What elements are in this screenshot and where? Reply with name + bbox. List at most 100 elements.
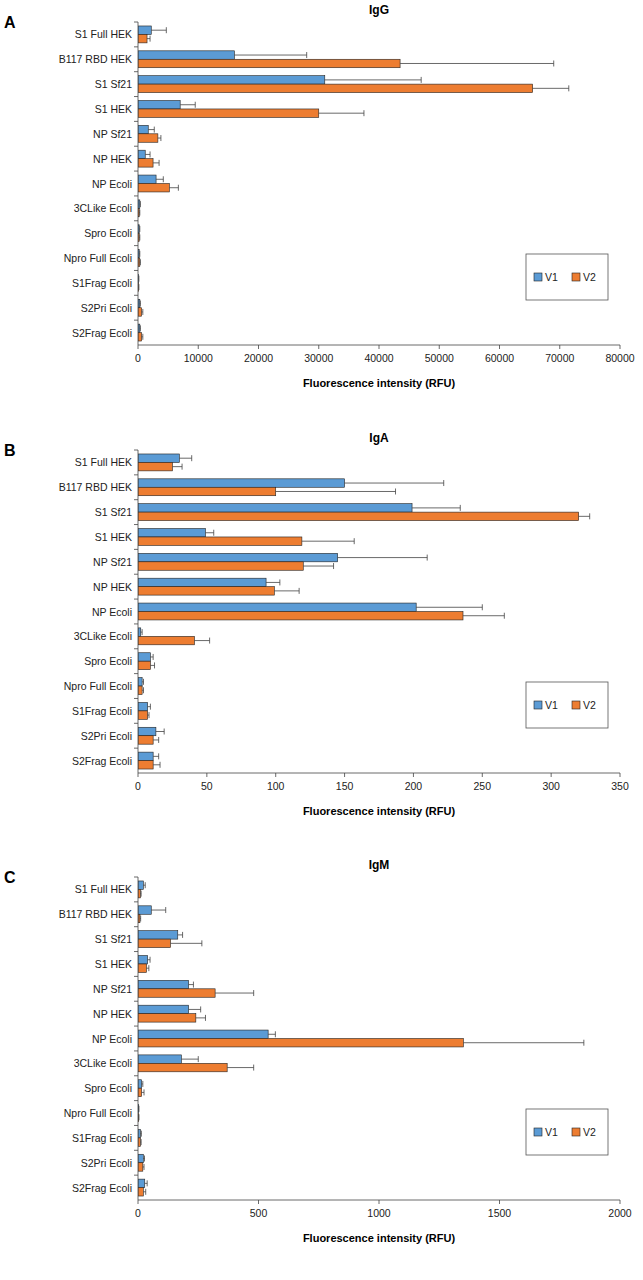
x-tick-label: 10000 bbox=[184, 352, 213, 364]
x-tick bbox=[379, 345, 380, 349]
category-label: NP Ecoli bbox=[92, 1033, 132, 1045]
error-cap bbox=[568, 85, 569, 91]
x-tick bbox=[499, 345, 500, 349]
error-cap bbox=[504, 613, 505, 619]
error-cap bbox=[165, 907, 166, 913]
category-label: S2Pri Ecoli bbox=[81, 302, 132, 314]
y-tick bbox=[134, 450, 138, 451]
category-label: S1Frag Ecoli bbox=[72, 705, 132, 717]
y-tick bbox=[134, 96, 138, 97]
error-cap bbox=[139, 251, 140, 257]
y-tick bbox=[134, 295, 138, 296]
legend-label: V2 bbox=[583, 699, 596, 711]
bar bbox=[138, 956, 148, 964]
bar bbox=[138, 628, 141, 636]
bar bbox=[138, 537, 302, 545]
bar bbox=[138, 553, 338, 561]
error-line bbox=[151, 910, 165, 911]
error-bar bbox=[205, 530, 213, 536]
x-tick-label: 60000 bbox=[485, 352, 514, 364]
category-label: NP HEK bbox=[93, 1008, 132, 1020]
error-cap bbox=[141, 891, 142, 897]
x-tick-label: 0 bbox=[135, 352, 141, 364]
error-line bbox=[463, 1042, 583, 1043]
error-cap bbox=[166, 27, 167, 33]
error-bar bbox=[151, 27, 166, 33]
error-line bbox=[150, 665, 154, 666]
error-line bbox=[189, 1009, 201, 1010]
bar bbox=[138, 504, 412, 512]
error-cap bbox=[138, 284, 139, 290]
error-bar bbox=[153, 737, 159, 743]
category-label: 3CLike Ecoli bbox=[74, 1057, 132, 1069]
x-tick bbox=[559, 345, 560, 349]
error-line bbox=[148, 706, 151, 707]
x-tick bbox=[439, 345, 440, 349]
y-tick bbox=[134, 171, 138, 172]
y-tick bbox=[134, 599, 138, 600]
y-tick bbox=[134, 648, 138, 649]
legend-swatch bbox=[534, 701, 542, 709]
error-bar bbox=[148, 127, 154, 133]
x-tick-label: 1500 bbox=[488, 1207, 512, 1219]
panel-letter: C bbox=[4, 869, 16, 886]
x-tick bbox=[138, 345, 139, 349]
error-bar bbox=[142, 679, 143, 685]
bar bbox=[138, 479, 345, 487]
error-cap bbox=[363, 110, 364, 116]
error-bar bbox=[178, 932, 183, 938]
error-bar bbox=[140, 891, 142, 897]
error-cap bbox=[193, 982, 194, 988]
figure: AIgGS1 Full HEKB117 RBD HEKS1 Sf21S1 HEK… bbox=[0, 0, 643, 1280]
panel-letter: A bbox=[4, 14, 16, 31]
x-tick-label: 250 bbox=[474, 780, 492, 792]
category-label: B117 RBD HEK bbox=[59, 53, 132, 65]
x-tick-label: 500 bbox=[250, 1207, 268, 1219]
legend-box bbox=[526, 682, 608, 728]
error-bar bbox=[215, 990, 254, 996]
error-line bbox=[205, 532, 213, 533]
error-cap bbox=[150, 957, 151, 963]
error-bar bbox=[139, 301, 141, 307]
error-line bbox=[147, 38, 150, 39]
y-tick bbox=[134, 195, 138, 196]
bar bbox=[138, 1163, 143, 1171]
error-line bbox=[153, 764, 160, 765]
bar bbox=[138, 109, 319, 117]
error-bar bbox=[416, 604, 482, 610]
category-label: NP HEK bbox=[93, 581, 132, 593]
error-line bbox=[234, 55, 306, 56]
bar bbox=[138, 736, 153, 744]
y-tick bbox=[134, 121, 138, 122]
title: IgG bbox=[369, 3, 389, 17]
error-cap bbox=[143, 679, 144, 685]
error-cap bbox=[140, 301, 141, 307]
category-label: S1 HEK bbox=[95, 958, 132, 970]
y-tick bbox=[134, 623, 138, 624]
x-axis-label: Fluorescence intensity (RFU) bbox=[303, 377, 456, 389]
x-tick bbox=[620, 345, 621, 349]
error-bar bbox=[153, 160, 159, 166]
bar bbox=[138, 462, 172, 470]
category-label: S1 Sf21 bbox=[95, 506, 133, 518]
error-cap bbox=[160, 762, 161, 768]
y-tick bbox=[134, 220, 138, 221]
category-label: NP Ecoli bbox=[92, 606, 132, 618]
bar bbox=[138, 487, 276, 495]
x-tick bbox=[620, 1200, 621, 1204]
bar bbox=[138, 512, 579, 520]
error-bar bbox=[274, 588, 299, 594]
error-bar bbox=[266, 579, 280, 585]
error-line bbox=[194, 640, 209, 641]
error-bar bbox=[151, 907, 165, 913]
y-tick bbox=[134, 673, 138, 674]
y-tick bbox=[134, 1001, 138, 1002]
x-tick-label: 30000 bbox=[304, 352, 333, 364]
legend: V1V2 bbox=[526, 254, 608, 300]
x-tick bbox=[258, 345, 259, 349]
bar bbox=[138, 84, 533, 92]
error-cap bbox=[182, 464, 183, 470]
x-tick bbox=[344, 773, 345, 777]
bar bbox=[138, 184, 169, 192]
category-label: Spro Ecoli bbox=[84, 1082, 132, 1094]
